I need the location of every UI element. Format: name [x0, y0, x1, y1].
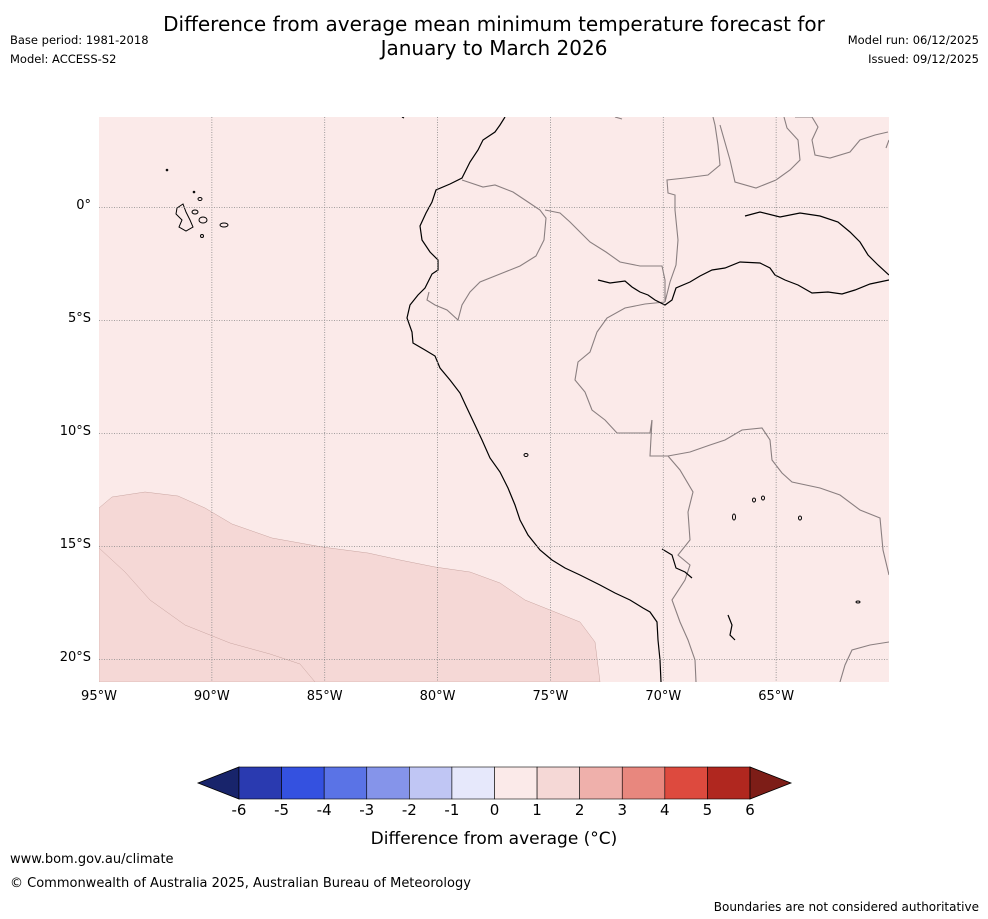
latitude-label: 20°S [59, 650, 91, 666]
latitude-label: 5°S [67, 311, 91, 327]
latitude-label: 15°S [59, 537, 91, 553]
footer-disclaimer: Boundaries are not considered authoritat… [713, 900, 979, 914]
colorbar-tick-label: -4 [316, 801, 332, 819]
model-run: Model run: 06/12/2025 [847, 33, 979, 47]
colorbar-segment [238, 766, 282, 800]
colorbar-arrow-low [196, 766, 240, 800]
longitude-label: 65°W [758, 689, 795, 704]
title-line-1: Difference from average mean minimum tem… [163, 12, 825, 36]
colorbar-tick-label: -2 [401, 801, 417, 819]
country-borders [426, 117, 889, 682]
longitude-label: 90°W [193, 689, 230, 704]
colorbar [196, 766, 793, 800]
colorbar-segment [579, 766, 623, 800]
anomaly-region-1-to-2 [99, 491, 601, 682]
colorbar-tick-label: -1 [444, 801, 460, 819]
chart-title: Difference from average mean minimum tem… [0, 12, 988, 60]
footer-copyright: © Commonwealth of Australia 2025, Austra… [10, 876, 471, 891]
longitude-label: 85°W [306, 689, 343, 704]
colorbar-segment [409, 766, 453, 800]
colorbar-segment [536, 766, 580, 800]
anomaly-region-edge [99, 547, 316, 682]
colorbar-tick-label: 3 [617, 801, 628, 819]
colorbar-tick-label: 5 [702, 801, 713, 819]
colorbar-segment [366, 766, 410, 800]
latitude-label: 0° [76, 198, 91, 214]
colorbar-segment [323, 766, 368, 800]
footer-url: www.bom.gov.au/climate [10, 852, 174, 867]
colorbar-arrow-high [749, 766, 793, 800]
colorbar-tick-label: 2 [574, 801, 585, 819]
longitude-label: 95°W [81, 689, 117, 704]
base-period: Base period: 1981-2018 [10, 33, 149, 47]
colorbar-tick-label: -6 [231, 801, 247, 819]
colorbar-segment [281, 766, 325, 800]
colorbar-tick-label: 6 [745, 801, 755, 819]
longitude-label: 80°W [419, 689, 456, 704]
colorbar-segment [621, 766, 666, 800]
title-line-2: January to March 2026 [380, 36, 608, 60]
colorbar-label: Difference from average (°C) [370, 829, 618, 849]
colorbar-tick-label: -3 [359, 801, 375, 819]
colorbar-segment [451, 766, 495, 800]
model-name: Model: ACCESS-S2 [10, 52, 117, 66]
longitude-label: 70°W [645, 689, 682, 704]
colorbar-segment [494, 766, 538, 800]
colorbar-segment [707, 766, 751, 800]
colorbar-tick-label: 0 [489, 801, 500, 819]
graticule [99, 117, 889, 682]
issued-date: Issued: 09/12/2025 [868, 52, 979, 66]
galapagos-islands [165, 168, 861, 604]
colorbar-tick-label: -5 [274, 801, 290, 819]
colorbar-tick-label: 4 [660, 801, 670, 819]
colorbar-tick-label: 1 [532, 801, 542, 819]
longitude-label: 75°W [532, 689, 569, 704]
colorbar-segment [664, 766, 708, 800]
latitude-label: 10°S [59, 424, 91, 440]
